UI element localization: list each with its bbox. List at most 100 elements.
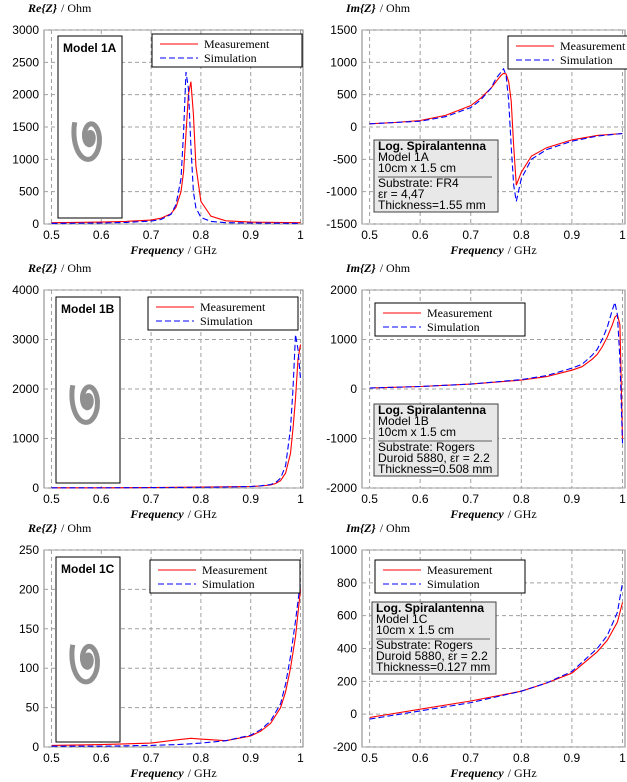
- x-tick-label: 0.6: [93, 228, 110, 242]
- y-tick-label: 2500: [12, 55, 39, 69]
- y-tick-label: 500: [19, 185, 39, 199]
- legend-label: Simulation: [560, 53, 613, 67]
- x-tick-label: 1: [619, 228, 626, 242]
- legend-box: [507, 35, 627, 70]
- x-axis-unit: / GHz: [508, 243, 537, 257]
- x-axis-unit: / GHz: [188, 507, 217, 521]
- legend-label: Simulation: [204, 51, 257, 65]
- x-axis-symbol: Frequency: [129, 507, 184, 521]
- info-line: 10cm x 1.5 cm: [378, 161, 456, 175]
- info-line: Model 1B: [378, 414, 429, 428]
- x-axis-unit: / GHz: [188, 243, 217, 257]
- x-tick-label: 1: [297, 228, 304, 242]
- info-line: Duroid 5880, εr = 2.2: [376, 649, 488, 663]
- x-tick-label: 0.7: [143, 228, 160, 242]
- x-tick-label: 0.9: [242, 228, 259, 242]
- legend-label: Measurement: [200, 300, 266, 314]
- info-line: Thickness=0.127 mm: [376, 660, 490, 674]
- y-tick-label: 1500: [12, 120, 39, 134]
- y-tick-label: 500: [337, 88, 357, 102]
- legend-label: Simulation: [202, 577, 255, 591]
- series-line: [51, 334, 302, 489]
- series-line: [369, 582, 624, 720]
- x-tick-label: 1: [297, 751, 304, 765]
- x-axis-symbol: Frequency: [129, 243, 184, 257]
- y-tick-label: 100: [19, 661, 39, 675]
- x-tick-label: 0.5: [361, 492, 378, 506]
- x-tick-label: 0.7: [462, 228, 479, 242]
- x-tick-label: 0.6: [93, 751, 110, 765]
- y-axis-unit: / Ohm: [61, 1, 92, 15]
- series-line: [51, 344, 302, 489]
- x-tick-label: 0.8: [193, 751, 210, 765]
- y-tick-label: -1000: [326, 185, 357, 199]
- spiral-arm: [71, 121, 102, 162]
- info-line: Thickness=1.55 mm: [378, 198, 486, 212]
- y-axis-symbol: Im{Z}: [345, 521, 377, 535]
- y-tick-label: 250: [19, 543, 39, 557]
- legend-box: [374, 302, 526, 337]
- model-box: [57, 35, 123, 219]
- spiral-arm: [69, 384, 100, 425]
- y-axis-label: Im{Z} / Ohm: [345, 261, 411, 275]
- x-tick-label: 0.6: [93, 492, 110, 506]
- series-line: [369, 72, 623, 186]
- x-axis-label: Frequency / GHz: [129, 243, 216, 257]
- x-axis-symbol: Frequency: [129, 766, 184, 780]
- info-line: 10cm x 1.5 cm: [378, 425, 456, 439]
- y-tick-label: -1500: [326, 217, 357, 231]
- x-tick-label: 0.5: [43, 228, 60, 242]
- y-tick-label: 800: [337, 576, 357, 590]
- y-tick-label: 50: [26, 701, 40, 715]
- y-tick-label: 0: [32, 481, 39, 495]
- y-tick-label: 1000: [12, 152, 39, 166]
- y-axis-symbol: Re{Z}: [27, 261, 58, 275]
- info-line: 10cm x 1.5 cm: [376, 623, 454, 637]
- y-tick-label: 1000: [330, 333, 357, 347]
- y-tick-label: 0: [350, 707, 357, 721]
- series-line: [51, 589, 302, 746]
- info-box: [373, 403, 499, 477]
- info-line: Substrate: FR4: [378, 176, 459, 190]
- info-line: Model 1A: [378, 150, 429, 164]
- x-tick-label: 0.7: [143, 751, 160, 765]
- series-line: [51, 581, 302, 747]
- legend-label: Simulation: [427, 320, 480, 334]
- info-line: Thickness=0.508 mm: [378, 462, 492, 476]
- series-line: [51, 81, 301, 224]
- y-axis-unit: / Ohm: [61, 261, 92, 275]
- y-axis-label: Re{Z} / Ohm: [27, 521, 92, 535]
- x-axis-label: Frequency / GHz: [129, 766, 216, 780]
- info-box: [371, 601, 497, 675]
- x-tick-label: 0.9: [242, 751, 259, 765]
- y-tick-label: 2000: [12, 382, 39, 396]
- y-tick-label: -2000: [326, 481, 357, 495]
- x-tick-label: 0.5: [361, 228, 378, 242]
- y-axis-symbol: Im{Z}: [345, 1, 377, 15]
- y-tick-label: 3000: [12, 23, 39, 37]
- x-axis-label: Frequency / GHz: [449, 766, 536, 780]
- info-line: Log. Spiralantenna: [376, 601, 484, 615]
- series-line: [51, 71, 301, 224]
- info-line: Log. Spiralantenna: [378, 403, 486, 417]
- x-axis-symbol: Frequency: [449, 507, 504, 521]
- legend-label: Measurement: [427, 563, 493, 577]
- info-box: [373, 139, 499, 213]
- series-line: [369, 300, 624, 444]
- x-tick-label: 0.9: [564, 492, 581, 506]
- legend-box: [147, 296, 299, 331]
- y-tick-label: 2000: [330, 283, 357, 297]
- info-line: Duroid 5880, εr = 2.2: [378, 451, 490, 465]
- info-line: Model 1C: [376, 612, 428, 626]
- x-axis-symbol: Frequency: [449, 243, 504, 257]
- legend-label: Measurement: [560, 39, 626, 53]
- y-axis-label: Im{Z} / Ohm: [345, 521, 411, 535]
- x-axis-symbol: Frequency: [449, 766, 504, 780]
- x-tick-label: 0.6: [412, 492, 429, 506]
- info-line: Log. Spiralantenna: [378, 139, 486, 153]
- x-tick-label: 1: [619, 751, 626, 765]
- info-line: Substrate: Rogers: [376, 638, 473, 652]
- x-tick-label: 0.7: [462, 492, 479, 506]
- y-axis-unit: / Ohm: [380, 1, 411, 15]
